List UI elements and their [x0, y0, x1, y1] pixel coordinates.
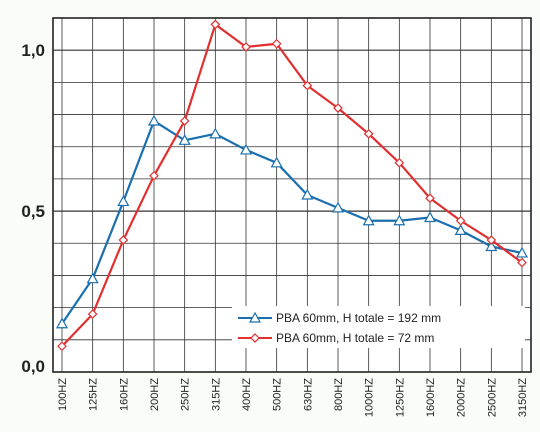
- y-tick-label: 0,0: [21, 357, 45, 376]
- x-tick-label: 1600HZ: [425, 378, 437, 417]
- data-point: [425, 193, 435, 204]
- data-point: [485, 240, 498, 252]
- data-point: [86, 272, 99, 284]
- data-point: [147, 114, 161, 126]
- data-point: [209, 127, 222, 139]
- data-point: [454, 224, 467, 235]
- data-point: [333, 103, 343, 113]
- data-point: [517, 257, 527, 268]
- x-tick-label: 500HZ: [272, 378, 284, 411]
- legend-entry: PBA 60mm, H totale = 72 mm: [276, 331, 434, 345]
- series-layer: [55, 19, 529, 352]
- x-tick-label: 800HZ: [333, 378, 345, 411]
- data-point: [301, 188, 314, 200]
- x-tick-label: 2500HZ: [486, 378, 498, 417]
- data-point: [393, 214, 406, 226]
- x-tick-label: 1000HZ: [364, 378, 376, 417]
- data-point: [239, 143, 253, 155]
- legend: PBA 60mm, H totale = 192 mm PBA 60mm, H t…: [232, 306, 525, 348]
- data-point: [331, 201, 345, 213]
- x-tick-label: 160HZ: [118, 378, 130, 411]
- data-point: [57, 341, 67, 352]
- legend-entry: PBA 60mm, H totale = 192 mm: [276, 311, 441, 325]
- x-tick-label: 400HZ: [241, 378, 253, 411]
- x-tick-label: 1250HZ: [394, 378, 406, 417]
- data-point: [149, 170, 159, 181]
- x-tick-label: 3150HZ: [517, 378, 529, 417]
- data-point: [55, 317, 69, 329]
- data-point: [486, 235, 497, 245]
- data-point: [271, 38, 282, 49]
- x-tick-label: 125HZ: [88, 378, 100, 411]
- x-axis-ticks: 100HZ 125HZ 160HZ 200HZ 250HZ 315HZ 400HZ 500HZ…: [57, 378, 529, 417]
- data-point: [117, 195, 130, 207]
- data-point: [515, 246, 529, 258]
- x-tick-label: 200HZ: [149, 378, 161, 411]
- data-point: [270, 156, 283, 168]
- data-point: [394, 157, 405, 168]
- series-1: [55, 114, 529, 329]
- series-line: [61, 23, 523, 348]
- data-point: [87, 309, 98, 319]
- series-2: [57, 19, 527, 352]
- data-point: [178, 134, 191, 145]
- series-line: [61, 119, 523, 325]
- data-point: [118, 235, 129, 245]
- data-point: [250, 333, 260, 343]
- data-point: [248, 311, 262, 323]
- x-tick-label: 100HZ: [57, 378, 69, 411]
- y-tick-label: 1,0: [21, 41, 45, 60]
- data-point: [363, 129, 374, 139]
- data-point: [241, 42, 251, 52]
- data-point: [362, 214, 375, 226]
- data-point: [179, 116, 190, 126]
- data-point: [423, 211, 437, 223]
- data-point: [302, 80, 313, 91]
- data-point: [210, 19, 221, 30]
- x-tick-label: 2000HZ: [456, 378, 468, 417]
- x-tick-label: 250HZ: [180, 378, 192, 411]
- y-tick-label: 0,5: [21, 202, 45, 221]
- y-axis-ticks: 0,0 0,5 1,0: [21, 41, 45, 376]
- legend-box: [232, 306, 525, 348]
- x-tick-label: 315HZ: [210, 378, 222, 411]
- x-tick-label: 630HZ: [302, 378, 314, 411]
- data-point: [455, 215, 466, 226]
